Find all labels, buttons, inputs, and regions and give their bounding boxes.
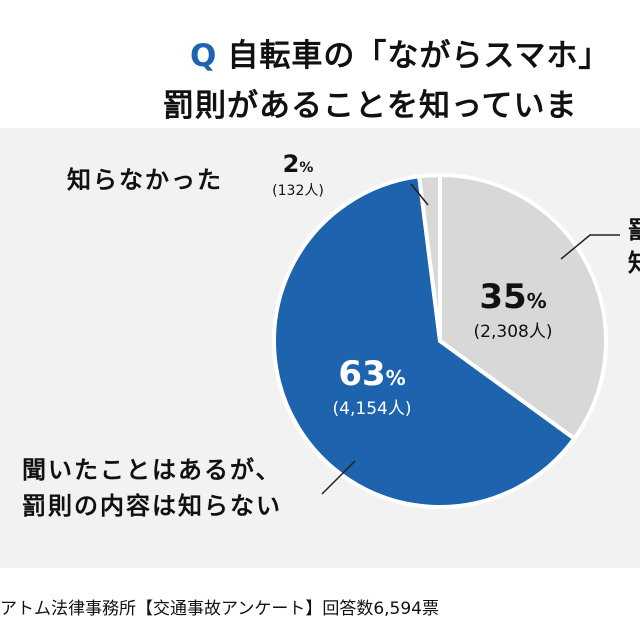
- slice-count-label-1: (4,154人): [333, 399, 412, 419]
- slice-category-label-1-1: 罰則の内容は知らない: [22, 492, 282, 520]
- leader-line-1: [321, 460, 356, 495]
- title-text-1: 自転車の「ながらスマホ」: [227, 38, 611, 74]
- pie-slice-2: [417, 173, 442, 343]
- slice-value-label-1: 63%: [338, 354, 405, 394]
- slice-value-label-2: 2%: [283, 150, 314, 178]
- title-line-2: 罰則があることを知っていま: [163, 88, 578, 124]
- leader-line-0: [560, 234, 620, 260]
- slice-category-label-2-0: 知らなかった: [67, 166, 223, 194]
- title-area: Q 自転車の「ながらスマホ」 罰則があることを知っていま: [0, 0, 640, 128]
- slice-category-label-1-0: 聞いたことはあるが、: [22, 456, 282, 484]
- source-note: アトム法律事務所【交通事故アンケート】回答数6,594票: [0, 599, 439, 619]
- title-line-1: Q 自転車の「ながらスマホ」: [190, 30, 610, 75]
- footer: アトム法律事務所【交通事故アンケート】回答数6,594票: [0, 568, 640, 640]
- slice-count-label-0: (2,308人): [474, 322, 553, 342]
- leader-line-2: [410, 183, 429, 206]
- slice-count-label-2: (132人): [272, 183, 324, 199]
- pie-chart: 35% (2,308人) 罰知 63% (4,154人) 聞いたことはあるが、罰則の内容は…: [22, 150, 640, 520]
- slice-value-label-0: 35%: [479, 277, 546, 317]
- pie-slice-0: [438, 173, 609, 441]
- pie-slice-1: [272, 174, 577, 509]
- slice-category-label-0-0: 罰: [628, 216, 640, 244]
- chart-panel: 35% (2,308人) 罰知 63% (4,154人) 聞いたことはあるが、罰則の内容は…: [0, 128, 640, 568]
- slice-category-label-0-1: 知: [628, 249, 640, 277]
- question-mark-label: Q: [190, 38, 218, 74]
